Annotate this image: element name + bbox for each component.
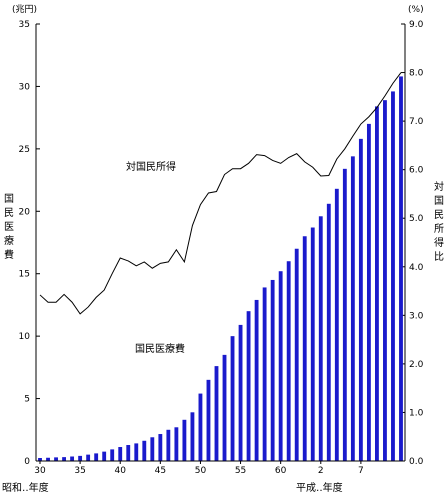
right-tick-label: 2.0 xyxy=(409,360,424,370)
x-tick-label: 7 xyxy=(358,466,364,476)
bar xyxy=(342,168,347,461)
x-tick-label: 55 xyxy=(235,466,246,476)
bar xyxy=(198,393,203,461)
bar xyxy=(46,457,50,461)
line-series xyxy=(39,72,402,315)
bar xyxy=(70,456,75,461)
right-label-char: 得 xyxy=(434,237,444,249)
bar xyxy=(166,429,171,461)
x-tick-label: 45 xyxy=(155,466,166,476)
left-tick-label: 20 xyxy=(19,207,31,217)
bar xyxy=(118,447,123,461)
bar xyxy=(278,271,283,461)
right-label-char: 比 xyxy=(434,251,444,263)
left-tick-label: 15 xyxy=(19,270,30,280)
bar xyxy=(391,91,395,462)
bar xyxy=(182,419,187,461)
bar xyxy=(246,311,251,461)
x-tick-label: 2 xyxy=(318,466,324,476)
bar xyxy=(222,354,227,461)
bar xyxy=(102,451,107,461)
bar xyxy=(302,236,307,461)
bar xyxy=(126,445,131,461)
bar xyxy=(150,437,155,461)
right-tick-label: 1.0 xyxy=(409,408,424,418)
bar xyxy=(142,440,147,461)
left-tick-label: 5 xyxy=(24,395,30,405)
bar xyxy=(86,454,91,461)
x-axis-ticks: 30 35 40 45 50 55 60 2 7 xyxy=(34,461,364,476)
bar xyxy=(206,379,211,461)
bar xyxy=(383,100,387,462)
bar xyxy=(318,216,323,461)
left-tick-label: 25 xyxy=(19,145,30,155)
left-axis-ticks: 0 5 10 15 20 25 30 35 xyxy=(19,20,40,467)
bar xyxy=(366,123,371,461)
left-tick-label: 30 xyxy=(19,82,31,92)
right-tick-label: 0.0 xyxy=(409,457,424,467)
right-tick-label: 8.0 xyxy=(409,69,424,79)
x-tick-label: 40 xyxy=(115,466,127,476)
bar xyxy=(310,227,315,461)
bar xyxy=(110,449,115,461)
left-label-char: 医 xyxy=(4,221,14,233)
left-tick-label: 0 xyxy=(24,457,30,467)
left-tick-label: 35 xyxy=(19,20,30,30)
x-tick-label: 30 xyxy=(34,466,46,476)
bar xyxy=(270,279,275,461)
bar xyxy=(254,299,259,461)
left-label-char: 費 xyxy=(4,248,14,261)
bar xyxy=(214,366,219,461)
bar xyxy=(190,412,195,461)
x-label-showa: 昭和‥年度 xyxy=(2,481,49,494)
bar xyxy=(294,248,299,461)
bar xyxy=(174,427,179,461)
bar xyxy=(230,336,235,461)
bar xyxy=(326,203,331,461)
bar xyxy=(94,453,99,461)
right-tick-label: 6.0 xyxy=(409,166,424,176)
bar xyxy=(286,261,291,461)
left-tick-label: 10 xyxy=(19,332,31,342)
right-tick-label: 4.0 xyxy=(409,263,424,273)
right-label-char: 対 xyxy=(434,180,444,193)
right-label-char: 民 xyxy=(434,209,444,221)
bar xyxy=(78,455,83,461)
x-tick-label: 60 xyxy=(275,466,287,476)
bar xyxy=(334,188,339,461)
right-label-char: 国 xyxy=(434,195,444,207)
right-axis-ticks: 0.0 1.0 2.0 3.0 4.0 5.0 6.0 7.0 8.0 9.0 xyxy=(401,20,424,467)
bar xyxy=(350,156,355,461)
bar xyxy=(134,443,139,461)
bar xyxy=(374,106,379,462)
series-line xyxy=(39,72,402,315)
left-label-char: 療 xyxy=(4,234,14,247)
bar xyxy=(62,457,67,461)
x-tick-label: 50 xyxy=(195,466,207,476)
right-label-char: 所 xyxy=(434,223,444,235)
right-tick-label: 5.0 xyxy=(409,214,424,224)
line-annotation: 対国民所得 xyxy=(126,160,176,173)
right-tick-label: 3.0 xyxy=(409,311,424,321)
bar xyxy=(238,324,243,461)
bar xyxy=(358,138,363,461)
left-axis-unit: (兆円) xyxy=(12,4,37,15)
left-axis-label: 国民医療費 xyxy=(4,193,14,261)
bar-annotation: 国民医療費 xyxy=(135,342,185,355)
bar xyxy=(262,287,267,461)
bar xyxy=(158,434,163,461)
bar xyxy=(399,76,403,461)
bar xyxy=(38,458,42,461)
right-tick-label: 9.0 xyxy=(409,20,424,30)
x-label-heisei: 平成‥年度 xyxy=(296,481,343,494)
left-label-char: 民 xyxy=(4,207,14,219)
x-tick-label: 35 xyxy=(74,466,85,476)
right-axis-unit: (%) xyxy=(408,5,424,15)
left-label-char: 国 xyxy=(4,193,14,205)
bar xyxy=(54,457,58,461)
bar-series xyxy=(38,76,403,462)
right-tick-label: 7.0 xyxy=(409,117,424,127)
